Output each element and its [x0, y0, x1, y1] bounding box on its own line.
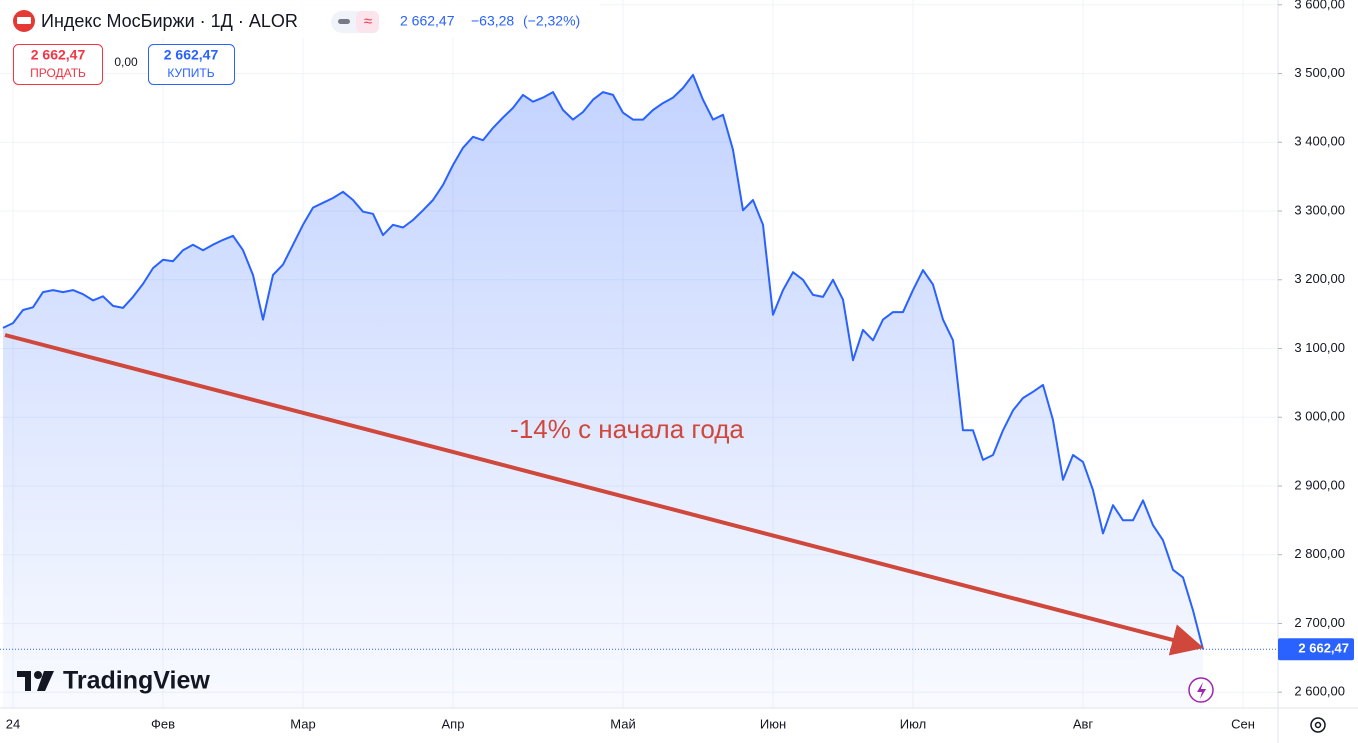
x-tick-label: 24	[6, 716, 20, 731]
y-tick-label: 3 500,00	[1294, 65, 1345, 80]
header-last: 2 662,47	[400, 13, 455, 29]
y-tick-label: 3 300,00	[1294, 202, 1345, 217]
settings-button[interactable]	[1310, 717, 1326, 733]
header-change: −63,28	[471, 13, 514, 29]
trend-arrow	[4, 333, 1204, 656]
brand-text: TradingView	[63, 667, 210, 695]
logo-mark	[17, 671, 31, 691]
plot	[0, 73, 1278, 708]
y-tick-label: 3 000,00	[1294, 409, 1345, 424]
status-wave: ≈	[364, 13, 372, 30]
x-tick-label: Июн	[760, 716, 786, 731]
header-change-pct: (−2,32%)	[523, 13, 580, 29]
y-tick-label: 3 100,00	[1294, 340, 1345, 355]
spread: 0,00	[114, 55, 138, 69]
axes: 2 600,00 2 700,00 2 800,00 2 900,00 3 000,00…	[6, 0, 1354, 731]
sell-label: ПРОДАТЬ	[30, 66, 86, 80]
trade-buttons: 2 662,47 ПРОДАТЬ 0,00 2 662,47 КУПИТЬ	[13, 44, 235, 85]
x-tick-label: Май	[610, 716, 635, 731]
branding: TradingView	[17, 667, 210, 695]
buy-label: КУПИТЬ	[167, 66, 214, 80]
price-line	[2, 73, 1204, 650]
settings-icon	[1314, 721, 1322, 729]
sell-button[interactable]	[13, 44, 103, 85]
last-price-tag	[1278, 638, 1354, 661]
x-tick-label: Мар	[290, 716, 315, 731]
y-tick-label: 2 600,00	[1294, 684, 1345, 699]
buy-button[interactable]	[148, 44, 235, 85]
x-tick-label: Июл	[900, 716, 926, 731]
y-tick-label: 2 900,00	[1294, 477, 1345, 492]
area-fill	[3, 74, 1203, 708]
status-dash	[338, 19, 350, 24]
symbol-title: Индекс МосБиржи · 1Д · ALOR	[41, 11, 298, 31]
y-tick-label: 2 800,00	[1294, 546, 1345, 561]
logo-dot	[34, 671, 42, 679]
x-tick-label: Апр	[442, 716, 465, 731]
symbol-icon-mark	[17, 17, 31, 24]
buy-price: 2 662,47	[164, 47, 219, 63]
status-pill-right[interactable]	[356, 11, 379, 33]
y-tick-label: 3 600,00	[1294, 0, 1345, 11]
header: Индекс МосБиржи · 1Д · ALOR ≈ 2 662,47 −…	[0, 0, 600, 38]
y-tick-label: 2 700,00	[1294, 615, 1345, 630]
x-tick-label: Сен	[1231, 716, 1255, 731]
x-tick-label: Фев	[151, 716, 175, 731]
y-tick-label: 3 400,00	[1294, 134, 1345, 149]
lightning-icon	[1197, 682, 1206, 699]
header-bg	[0, 0, 600, 38]
y-tick-label: 3 200,00	[1294, 271, 1345, 286]
last-price-label: 2 662,47	[1298, 641, 1349, 656]
logo-slash	[37, 671, 54, 691]
sell-price: 2 662,47	[31, 47, 86, 63]
x-tick-label: Авг	[1073, 716, 1094, 731]
annotation: -14% с начала года	[510, 414, 744, 444]
